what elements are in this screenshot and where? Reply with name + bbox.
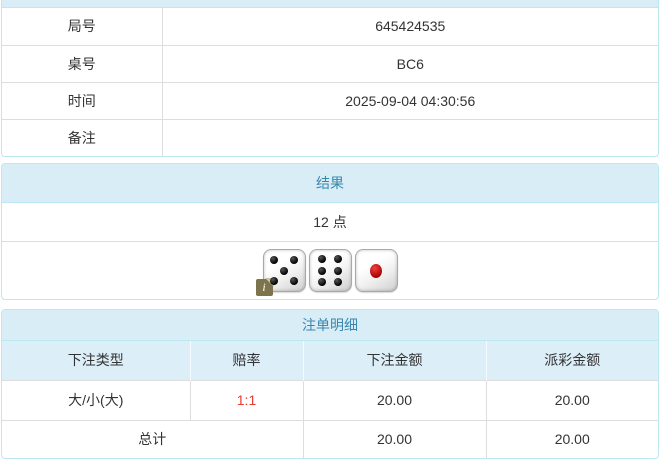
payout-amount-cell: 20.00 <box>485 379 658 420</box>
col-header-bet-amount: 下注金额 <box>302 341 486 380</box>
round-id-value: 645424535 <box>375 18 446 35</box>
result-panel: 结果 12 点 i <box>1 163 659 300</box>
table-id-value: BC6 <box>162 44 658 82</box>
bet-type-cell: 大/小(大) <box>2 379 190 420</box>
die-pip <box>289 256 298 265</box>
bet-details-title: 注单明细 <box>2 310 658 341</box>
col-header-odds: 赔率 <box>189 341 303 380</box>
die-pip <box>333 254 342 263</box>
die-pip <box>318 266 327 275</box>
time-label: 时间 <box>2 81 163 119</box>
table-row: 大/小(大) 1:1 20.00 20.00 <box>2 379 658 420</box>
table-row: 桌号 BC6 <box>2 44 658 82</box>
result-panel-title: 结果 <box>2 164 658 203</box>
die-icon <box>354 249 398 292</box>
odds-cell: 1:1 <box>189 379 303 420</box>
die-pip <box>270 276 279 285</box>
table-row: 备注 <box>2 118 658 156</box>
bet-amount-cell: 20.00 <box>302 379 486 420</box>
table-row: 时间 2025-09-04 04:30:56 <box>2 81 658 119</box>
die-pip <box>370 264 382 279</box>
die-icon <box>308 249 352 292</box>
bet-details-panel: 注单明细 下注类型 赔率 下注金额 派彩金额 大/小(大) 1:1 20.00 … <box>1 309 659 459</box>
round-id-label: 局号 <box>2 8 163 45</box>
table-header-row: 下注类型 赔率 下注金额 派彩金额 <box>2 341 658 380</box>
total-label: 总计 <box>2 419 303 458</box>
remark-value <box>162 118 658 156</box>
total-payout-amount: 20.00 <box>485 419 658 458</box>
table-row: 局号 645424535 <box>2 8 658 45</box>
round-info-panel: 局号 645424535 桌号 BC6 时间 2025-09-04 04:30:… <box>1 0 659 157</box>
col-header-bet-type: 下注类型 <box>2 341 190 380</box>
table-total-row: 总计 20.00 20.00 <box>2 419 658 458</box>
remark-label: 备注 <box>2 118 163 156</box>
dice-row: i <box>2 242 658 299</box>
bet-details-table: 下注类型 赔率 下注金额 派彩金额 大/小(大) 1:1 20.00 20.00… <box>2 341 658 458</box>
die-icon: i <box>255 249 306 296</box>
round-info-table: 局号 645424535 桌号 BC6 时间 2025-09-04 04:30:… <box>2 8 658 156</box>
die-pip <box>318 254 327 263</box>
time-value: 2025-09-04 04:30:56 <box>162 81 658 119</box>
info-icon[interactable]: i <box>255 278 274 296</box>
round-info-heading-stub <box>2 0 658 8</box>
die-pip <box>270 256 279 265</box>
die-pip <box>333 266 342 275</box>
total-bet-amount: 20.00 <box>302 419 486 458</box>
table-id-label: 桌号 <box>2 44 163 82</box>
die-pip <box>333 278 342 287</box>
die-pip <box>289 276 298 285</box>
col-header-payout-amount: 派彩金额 <box>485 341 658 380</box>
die-pip <box>318 278 327 287</box>
result-points: 12 点 <box>2 203 658 242</box>
die-pip <box>280 266 288 275</box>
